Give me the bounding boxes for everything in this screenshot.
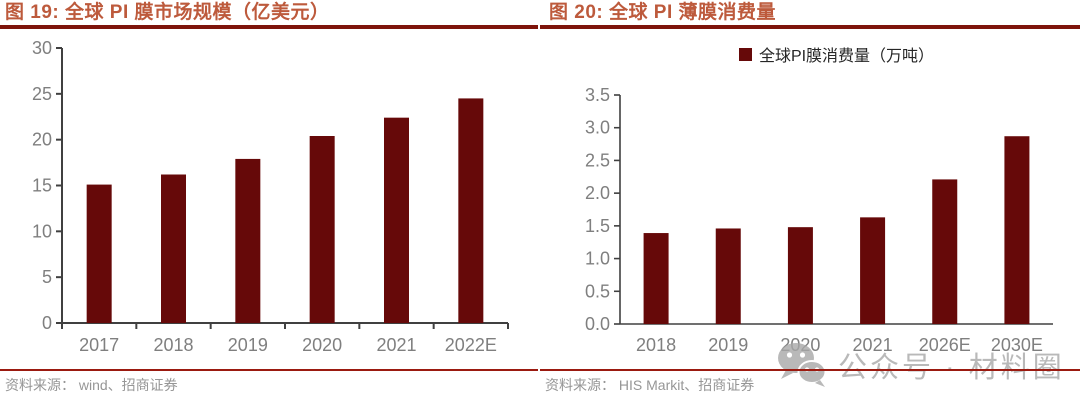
market-size-panel: 0 5 10 15 20 25 30 2017 2018 2019 2020 2021 2022E 图 … [0, 0, 538, 395]
svg-text:2019: 2019 [708, 335, 748, 355]
svg-text:10: 10 [32, 221, 52, 241]
consumption-chart-legend: 全球PI膜消费量（万吨） [620, 42, 1053, 66]
svg-text:3.0: 3.0 [585, 118, 610, 138]
consumption-chart: 0.0 0.5 1.0 1.5 2.0 2.5 3.0 3.5 2018 2019 2020 2021… [585, 85, 1053, 355]
svg-text:0.5: 0.5 [585, 281, 610, 301]
svg-text:2020: 2020 [302, 335, 342, 355]
svg-text:2021: 2021 [376, 335, 416, 355]
svg-text:2018: 2018 [153, 335, 193, 355]
svg-text:1.0: 1.0 [585, 249, 610, 269]
consumption-chart-title: 图 20: 全球 PI 薄膜消费量 [540, 0, 1080, 29]
consumption-source: 资料来源： HIS Markit、招商证券 [540, 369, 1080, 395]
market-size-chart: 0 5 10 15 20 25 30 2017 2018 2019 2020 2021 2022E [32, 38, 509, 355]
svg-text:25: 25 [32, 84, 52, 104]
svg-text:5: 5 [42, 267, 52, 287]
legend-swatch [738, 47, 752, 61]
svg-text:30: 30 [32, 38, 52, 58]
market-size-chart-title: 图 19: 全球 PI 膜市场规模（亿美元） [0, 0, 538, 29]
legend-label: 全球PI膜消费量（万吨） [758, 48, 935, 65]
svg-text:2022E: 2022E [445, 335, 497, 355]
svg-text:2.0: 2.0 [585, 183, 610, 203]
svg-text:1.5: 1.5 [585, 216, 610, 236]
svg-text:0: 0 [42, 313, 52, 333]
svg-text:15: 15 [32, 176, 52, 196]
svg-text:3.5: 3.5 [585, 85, 610, 105]
svg-text:20: 20 [32, 130, 52, 150]
svg-text:2019: 2019 [228, 335, 268, 355]
svg-text:2021: 2021 [853, 335, 893, 355]
svg-text:2.5: 2.5 [585, 150, 610, 170]
svg-text:2030E: 2030E [991, 335, 1043, 355]
svg-text:2018: 2018 [636, 335, 676, 355]
svg-text:2026E: 2026E [919, 335, 971, 355]
svg-text:0.0: 0.0 [585, 314, 610, 334]
consumption-panel: 0.0 0.5 1.0 1.5 2.0 2.5 3.0 3.5 2018 2019 2020 2021… [540, 0, 1080, 408]
svg-text:2017: 2017 [79, 335, 119, 355]
svg-text:2020: 2020 [780, 335, 820, 355]
market-size-source: 资料来源： wind、招商证券 [0, 369, 538, 395]
